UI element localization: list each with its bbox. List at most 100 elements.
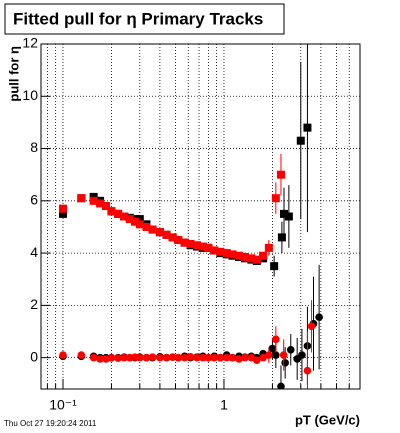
marker <box>89 353 98 362</box>
y-tick-label: 4 <box>30 244 38 260</box>
marker <box>156 353 164 362</box>
marker <box>222 249 231 258</box>
marker <box>174 236 183 245</box>
marker <box>204 353 213 362</box>
marker <box>180 353 189 362</box>
marker <box>59 209 68 218</box>
marker <box>198 242 207 251</box>
marker <box>228 353 237 362</box>
y-axis-label: pull for η <box>6 46 21 102</box>
marker <box>307 322 316 331</box>
plot-area <box>59 44 323 389</box>
y-tick-label: 2 <box>30 296 38 312</box>
marker <box>247 254 256 263</box>
title-box <box>4 3 285 35</box>
marker <box>107 207 116 216</box>
marker <box>77 351 86 359</box>
marker <box>270 262 279 271</box>
marker <box>162 230 171 239</box>
marker <box>142 353 151 362</box>
marker <box>199 353 207 362</box>
marker <box>77 194 86 203</box>
marker <box>135 220 144 229</box>
y-tick-label: 10 <box>22 87 38 103</box>
marker <box>253 356 261 365</box>
marker <box>210 353 219 362</box>
marker <box>148 225 157 234</box>
marker <box>193 353 201 362</box>
axes: 0 2 4 6 8 10 12 10⁻¹ 1 <box>22 35 361 413</box>
marker <box>89 196 98 205</box>
marker <box>120 212 129 221</box>
marker <box>315 313 323 321</box>
y-tick-label: 0 <box>30 348 38 364</box>
marker <box>259 353 267 362</box>
x-axis-label: pT (GeV/c) <box>295 412 360 427</box>
footer-date: Thu Oct 27 19:20:24 2011 <box>4 419 97 428</box>
grid <box>41 43 361 389</box>
marker <box>241 353 249 362</box>
marker <box>114 209 123 218</box>
marker <box>107 353 116 362</box>
marker <box>222 353 231 362</box>
marker <box>277 233 286 242</box>
marker <box>210 246 219 255</box>
marker <box>303 123 312 132</box>
marker <box>272 351 280 359</box>
marker <box>102 202 111 211</box>
marker <box>264 243 273 252</box>
marker <box>155 228 164 237</box>
marker <box>265 351 273 359</box>
marker <box>125 215 134 224</box>
marker <box>252 255 261 264</box>
marker <box>186 239 195 248</box>
marker <box>96 355 104 363</box>
x-tick-label: 1 <box>220 397 228 413</box>
marker <box>235 251 244 260</box>
y-tick-label: 6 <box>30 192 38 208</box>
marker <box>272 335 280 344</box>
marker <box>120 353 129 362</box>
marker <box>281 359 289 367</box>
marker <box>142 222 151 231</box>
marker <box>259 251 268 260</box>
marker <box>286 345 295 354</box>
x-tick-label: 10⁻¹ <box>49 397 77 413</box>
marker <box>284 212 293 221</box>
marker <box>298 351 306 359</box>
marker <box>279 351 288 359</box>
marker <box>235 355 243 363</box>
marker <box>130 217 139 226</box>
marker <box>296 136 305 145</box>
y-tick-label: 12 <box>22 35 38 51</box>
marker <box>271 194 280 203</box>
marker <box>216 247 225 256</box>
marker <box>276 170 285 179</box>
marker <box>216 353 225 362</box>
marker <box>303 366 312 375</box>
marker <box>135 215 144 224</box>
marker <box>204 243 213 252</box>
marker <box>180 238 189 247</box>
marker <box>59 204 68 213</box>
marker <box>174 353 183 362</box>
marker <box>279 209 288 218</box>
marker <box>96 199 105 208</box>
frame <box>40 43 361 390</box>
marker <box>277 382 285 389</box>
marker <box>268 344 277 353</box>
marker <box>59 351 67 359</box>
marker <box>168 353 177 361</box>
marker <box>148 353 157 361</box>
marker <box>240 253 249 262</box>
marker <box>162 353 171 362</box>
marker <box>186 353 195 361</box>
marker <box>193 241 202 250</box>
marker <box>228 250 237 259</box>
marker <box>114 354 122 362</box>
marker <box>136 353 144 362</box>
chart-title: Fitted pull for η Primary Tracks <box>13 9 263 28</box>
marker <box>168 233 177 242</box>
y-tick-label: 8 <box>30 139 38 155</box>
